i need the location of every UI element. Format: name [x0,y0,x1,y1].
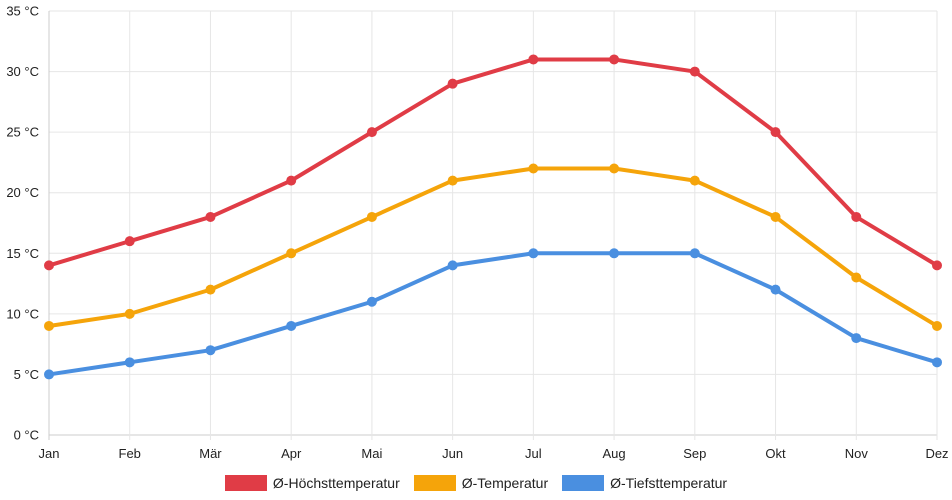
y-axis: 0 °C 5 °C 10 °C 15 °C 20 °C 25 °C 30 °C 35 °C [6,4,39,443]
legend-item[interactable]: Ø-Tiefsttemperatur [562,475,727,491]
data-point [932,320,942,331]
x-tick-label: Mai [361,446,382,461]
temperature-line-chart: 0 °C 5 °C 10 °C 15 °C 20 °C 25 °C 30 °C 35 °C J… [6,4,949,462]
data-point [932,357,942,368]
y-tick-label: 30 °C [6,64,39,79]
y-tick-label: 10 °C [6,306,39,321]
data-point [689,175,700,186]
data-point [609,54,620,65]
data-point [44,369,54,380]
data-point [770,127,781,138]
data-point [689,248,700,259]
data-point [44,260,54,271]
data-point [528,163,539,174]
legend-swatch [562,475,605,491]
y-tick-label: 5 °C [14,367,39,382]
data-point [447,260,458,271]
data-point [770,284,781,295]
data-point [286,175,297,186]
data-point [447,78,458,89]
series-line [47,251,939,377]
data-point [609,248,620,259]
series-group [44,54,942,271]
y-tick-label: 15 °C [6,246,39,261]
x-tick-label: Feb [119,446,141,461]
y-tick-label: 35 °C [6,4,39,19]
data-point [932,260,942,271]
y-tick-label: 25 °C [6,125,39,140]
series-group [44,248,942,380]
data-point [528,248,539,259]
data-point [609,163,620,174]
legend-swatch [224,475,267,491]
data-point [366,127,377,138]
x-tick-label: Jan [39,446,60,461]
data-point [124,236,135,247]
data-point [124,357,135,368]
data-point [205,345,216,356]
x-tick-label: Dez [925,446,948,461]
y-tick-label: 20 °C [6,185,39,200]
data-point [851,333,862,344]
chart-grid [48,10,938,440]
data-point [528,54,539,65]
legend-label: Ø-Höchsttemperatur [272,475,400,491]
data-point [851,272,862,283]
x-tick-label: Nov [845,446,869,461]
data-point [205,284,216,295]
data-point [851,211,862,222]
x-tick-label: Aug [603,446,626,461]
data-point [205,211,216,222]
x-tick-label: Apr [281,446,302,461]
data-point [44,320,54,331]
legend-item[interactable]: Ø-Höchsttemperatur [224,475,400,491]
legend-label: Ø-Temperatur [461,475,549,491]
chart-series [44,54,942,380]
data-point [366,211,377,222]
data-point [124,308,135,319]
legend-swatch [413,475,456,491]
legend-item[interactable]: Ø-Temperatur [413,475,549,491]
x-tick-label: Okt [765,446,786,461]
legend-label: Ø-Tiefsttemperatur [610,475,728,491]
chart-legend: Ø-Höchsttemperatur Ø-Temperatur Ø-Tiefstte… [0,470,952,496]
x-tick-label: Jun [442,446,463,461]
data-point [286,248,297,259]
x-tick-label: Mär [199,446,222,461]
series-line [47,166,939,328]
series-line [47,57,939,268]
x-tick-label: Jul [525,446,542,461]
x-axis: Jan Feb Mär Apr Mai Jun Jul Aug Sep Okt Nov Dez [39,446,949,461]
series-group [44,163,942,331]
data-point [366,296,377,307]
data-point [447,175,458,186]
x-tick-label: Sep [683,446,706,461]
data-point [770,211,781,222]
data-point [286,320,297,331]
data-point [689,66,700,77]
y-tick-label: 0 °C [14,428,39,443]
